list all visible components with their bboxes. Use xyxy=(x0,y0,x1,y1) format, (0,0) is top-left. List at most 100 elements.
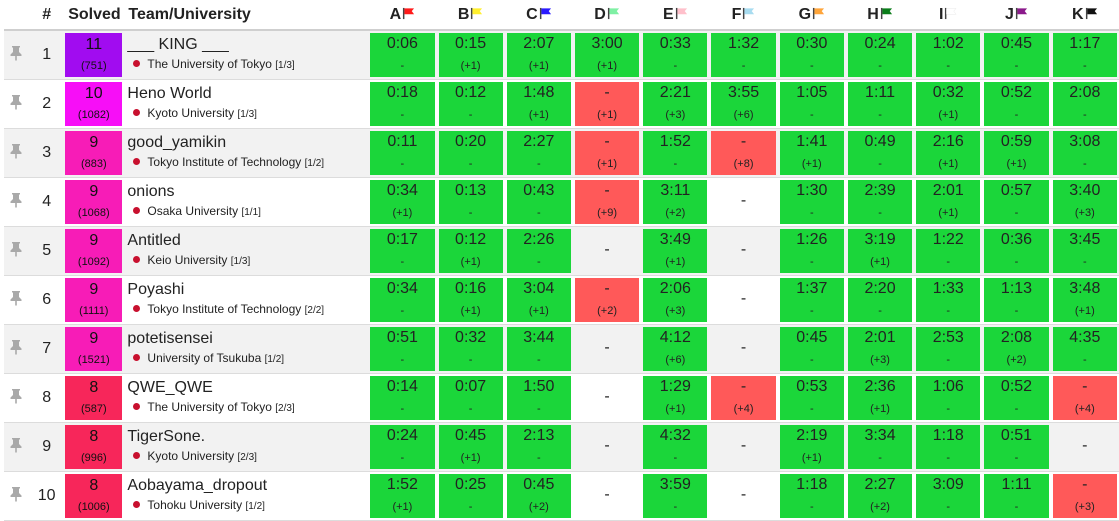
team-name[interactable]: onions xyxy=(127,183,175,200)
submission-a[interactable]: 0:18 - xyxy=(370,82,435,126)
submission-b[interactable]: 0:12 (+1) xyxy=(438,229,503,273)
submission-b[interactable]: 0:45 (+1) xyxy=(438,425,503,469)
submission-c[interactable]: 2:13 - xyxy=(506,425,571,469)
problem-header-a[interactable]: A xyxy=(368,0,437,31)
submission-k[interactable]: 3:40 (+3) xyxy=(1052,180,1117,224)
submission-i[interactable]: 1:33 - xyxy=(916,278,981,322)
submission-d[interactable]: - (+1) xyxy=(574,131,640,175)
pin-icon[interactable] xyxy=(9,45,23,61)
submission-h[interactable]: 3:34 - xyxy=(847,425,913,469)
submission-i[interactable]: 3:09 - xyxy=(916,474,981,518)
submission-d[interactable]: - (+9) xyxy=(574,180,640,224)
pin-icon[interactable] xyxy=(9,486,23,502)
submission-a[interactable]: 1:52 (+1) xyxy=(370,474,435,518)
problem-header-d[interactable]: D xyxy=(572,0,642,31)
team-university[interactable]: University of Tsukuba [1/2] xyxy=(133,349,368,369)
submission-e[interactable]: 2:21 (+3) xyxy=(643,82,708,126)
submission-a[interactable]: 0:11 - xyxy=(370,131,435,175)
submission-j[interactable]: 0:45 - xyxy=(984,33,1049,77)
submission-h[interactable]: 2:01 (+3) xyxy=(847,327,913,371)
submission-k[interactable]: 1:17 - xyxy=(1052,33,1117,77)
submission-a[interactable]: 0:34 - xyxy=(370,278,435,322)
submission-h[interactable]: 2:39 - xyxy=(847,180,913,224)
submission-g[interactable]: 0:45 - xyxy=(779,327,844,371)
submission-h[interactable]: 2:36 (+1) xyxy=(847,376,913,420)
problem-header-h[interactable]: H xyxy=(845,0,915,31)
submission-i[interactable]: 2:53 - xyxy=(916,327,981,371)
team-name[interactable]: Heno World xyxy=(127,85,212,102)
team-name[interactable]: good_yamikin xyxy=(127,134,227,151)
submission-h[interactable]: 1:11 - xyxy=(847,82,913,126)
team-university[interactable]: Keio University [1/3] xyxy=(133,251,368,271)
submission-e[interactable]: 3:59 - xyxy=(643,474,708,518)
problem-header-b[interactable]: B xyxy=(436,0,505,31)
team-university[interactable]: Tokyo Institute of Technology [1/2] xyxy=(133,153,368,173)
submission-b[interactable]: 0:12 - xyxy=(438,82,503,126)
submission-d[interactable]: - xyxy=(575,425,639,469)
problem-header-c[interactable]: C xyxy=(504,0,573,31)
pin-icon[interactable] xyxy=(9,143,23,159)
team-university[interactable]: Kyoto University [2/3] xyxy=(133,447,368,467)
submission-f[interactable]: 3:55 (+6) xyxy=(711,82,776,126)
pin-icon[interactable] xyxy=(9,290,23,306)
submission-d[interactable]: - (+1) xyxy=(574,82,640,126)
problem-header-g[interactable]: G xyxy=(777,0,846,31)
submission-d[interactable]: - (+2) xyxy=(574,278,640,322)
submission-f[interactable]: - (+4) xyxy=(711,376,776,420)
problem-header-k[interactable]: K xyxy=(1050,0,1119,31)
submission-c[interactable]: 0:43 - xyxy=(506,180,571,224)
pin-icon[interactable] xyxy=(9,192,23,208)
submission-c[interactable]: 1:50 - xyxy=(506,376,571,420)
submission-a[interactable]: 0:14 - xyxy=(370,376,435,420)
submission-a[interactable]: 0:51 - xyxy=(370,327,435,371)
pin-icon[interactable] xyxy=(9,241,23,257)
submission-b[interactable]: 0:16 (+1) xyxy=(438,278,503,322)
submission-j[interactable]: 1:13 - xyxy=(984,278,1049,322)
submission-h[interactable]: 0:24 - xyxy=(847,33,913,77)
submission-c[interactable]: 2:26 - xyxy=(506,229,571,273)
team-name[interactable]: Poyashi xyxy=(127,281,185,298)
submission-h[interactable]: 2:27 (+2) xyxy=(847,474,913,518)
submission-d[interactable]: - xyxy=(575,327,639,371)
submission-f[interactable]: 1:32 - xyxy=(711,33,776,77)
submission-e[interactable]: 0:33 - xyxy=(643,33,708,77)
team-name[interactable]: ___ KING ___ xyxy=(127,36,229,53)
problem-header-i[interactable]: I xyxy=(914,0,983,31)
submission-g[interactable]: 1:26 - xyxy=(779,229,844,273)
pin-icon[interactable] xyxy=(9,437,23,453)
submission-c[interactable]: 2:27 - xyxy=(506,131,571,175)
submission-a[interactable]: 0:17 - xyxy=(370,229,435,273)
submission-b[interactable]: 0:20 - xyxy=(438,131,503,175)
team-university[interactable]: The University of Tokyo [1/3] xyxy=(133,55,368,75)
submission-f[interactable]: - xyxy=(711,474,775,518)
submission-i[interactable]: 2:16 (+1) xyxy=(916,131,981,175)
submission-d[interactable]: - xyxy=(575,376,639,420)
submission-e[interactable]: 3:11 (+2) xyxy=(643,180,708,224)
submission-f[interactable]: - xyxy=(711,327,775,371)
team-name[interactable]: Aobayama_dropout xyxy=(127,477,268,494)
submission-e[interactable]: 4:32 - xyxy=(643,425,708,469)
team-university[interactable]: Tohoku University [1/2] xyxy=(133,496,368,516)
submission-f[interactable]: - xyxy=(711,229,775,273)
submission-e[interactable]: 2:06 (+3) xyxy=(643,278,708,322)
submission-a[interactable]: 0:06 - xyxy=(370,33,435,77)
problem-header-f[interactable]: F xyxy=(709,0,778,31)
team-university[interactable]: Kyoto University [1/3] xyxy=(133,104,368,124)
submission-c[interactable]: 1:48 (+1) xyxy=(506,82,571,126)
submission-k[interactable]: - xyxy=(1053,425,1117,469)
submission-k[interactable]: - (+4) xyxy=(1052,376,1117,420)
submission-b[interactable]: 0:13 - xyxy=(438,180,503,224)
submission-d[interactable]: 3:00 (+1) xyxy=(574,33,640,77)
submission-c[interactable]: 2:07 (+1) xyxy=(506,33,571,77)
pin-icon[interactable] xyxy=(9,388,23,404)
submission-j[interactable]: 0:57 - xyxy=(984,180,1049,224)
submission-c[interactable]: 3:44 - xyxy=(506,327,571,371)
submission-f[interactable]: - (+8) xyxy=(711,131,776,175)
submission-g[interactable]: 1:30 - xyxy=(779,180,844,224)
submission-c[interactable]: 0:45 (+2) xyxy=(506,474,571,518)
submission-g[interactable]: 1:41 (+1) xyxy=(779,131,844,175)
submission-k[interactable]: - (+3) xyxy=(1052,474,1117,518)
submission-f[interactable]: - xyxy=(711,278,775,322)
submission-f[interactable]: - xyxy=(711,180,775,224)
submission-g[interactable]: 1:37 - xyxy=(779,278,844,322)
